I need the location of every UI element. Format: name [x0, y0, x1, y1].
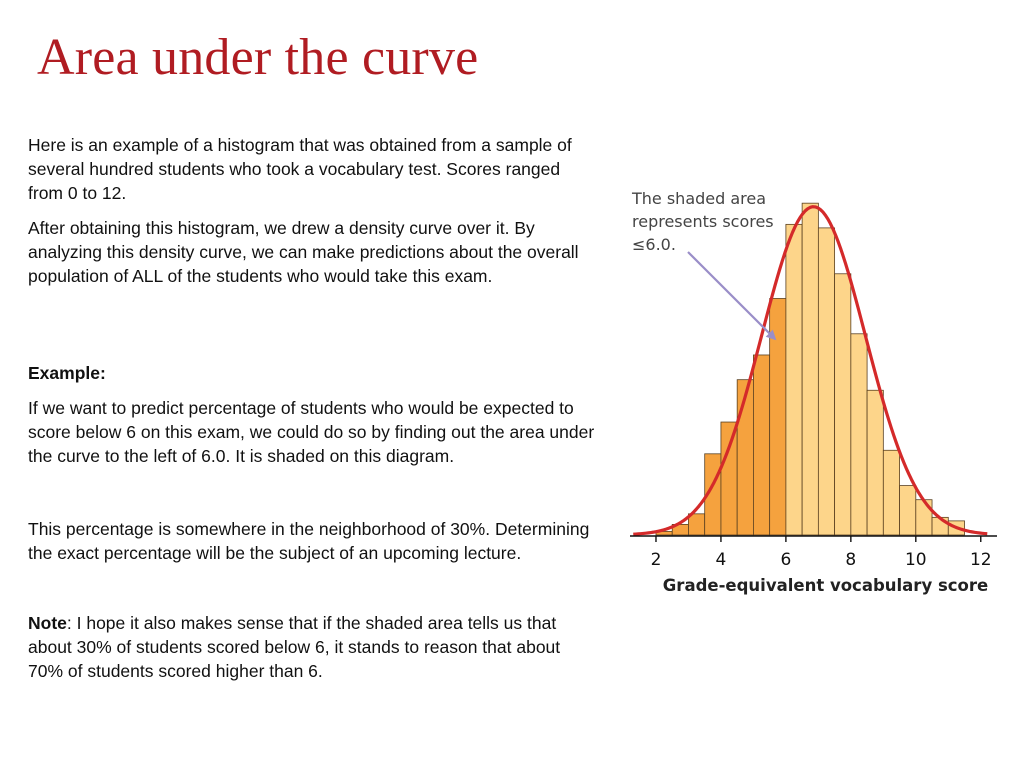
histogram-bar-17 — [915, 499, 933, 536]
x-tick-label-8: 8 — [845, 550, 856, 570]
histogram-bar-9 — [785, 223, 803, 536]
histogram-bar-14 — [866, 389, 884, 536]
x-axis-label: Grade-equivalent vocabulary score — [663, 576, 988, 595]
paragraph-note: Note: I hope it also makes sense that if… — [28, 611, 598, 683]
x-tick-label-2: 2 — [651, 550, 662, 570]
histogram-bar-6 — [736, 379, 754, 536]
histogram-bar-8 — [769, 298, 787, 536]
text-block-example: Example: If we want to predict percentag… — [28, 361, 598, 683]
x-tick-label-10: 10 — [905, 550, 927, 570]
x-tick-label-12: 12 — [970, 550, 992, 570]
example-label: Example: — [28, 363, 106, 383]
annotation-line-3: ≤6.0. — [632, 235, 676, 254]
x-tick-label-4: 4 — [716, 550, 727, 570]
slide-title: Area under the curve — [37, 29, 479, 86]
histogram-bar-13 — [850, 333, 868, 536]
x-tick-label-6: 6 — [780, 550, 791, 570]
annotation-line-2: represents scores — [632, 212, 774, 231]
paragraph-example: If we want to predict percentage of stud… — [28, 398, 595, 466]
annotation-arrow — [687, 251, 777, 341]
histogram-bar-15 — [882, 449, 900, 536]
annotation-line-1: The shaded area — [631, 189, 766, 208]
histogram-bar-16 — [899, 485, 917, 536]
histogram-bar-11 — [817, 227, 836, 536]
histogram-bar-7 — [753, 354, 771, 536]
paragraph-density: After obtaining this histogram, we drew … — [28, 218, 579, 286]
text-block-intro: Here is an example of a histogram that w… — [28, 133, 598, 288]
paragraph-percentage: This percentage is somewhere in the neig… — [28, 519, 590, 563]
paragraph-intro: Here is an example of a histogram that w… — [28, 135, 572, 203]
histogram-bar-3 — [688, 513, 706, 536]
note-text: : I hope it also makes sense that if the… — [28, 613, 561, 681]
histogram-figure: 2 4 6 8 10 12 Grade-equivalent vocabulary scor… — [600, 170, 1010, 610]
histogram-chart: 2 4 6 8 10 12 Grade-equivalent vocabulary scor… — [630, 189, 997, 595]
histogram-bar-10 — [801, 202, 819, 536]
density-curve — [633, 205, 988, 536]
note-label: Note — [28, 613, 67, 633]
histogram-bar-5 — [720, 421, 738, 536]
histogram-bar-12 — [834, 273, 852, 536]
